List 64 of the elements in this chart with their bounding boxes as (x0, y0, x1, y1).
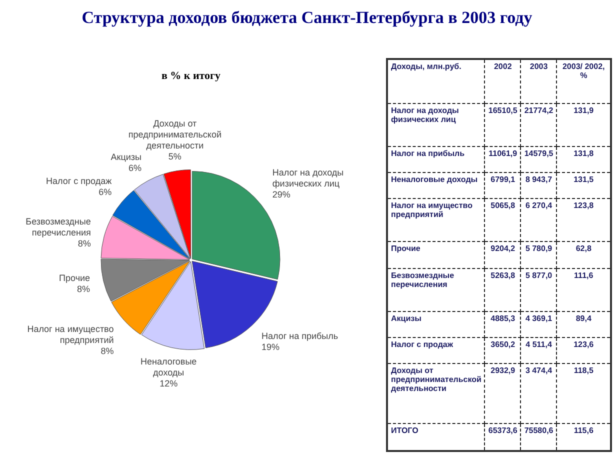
data-label: 9204,2 (484, 242, 521, 268)
data-label: 6% (98, 187, 112, 198)
data-label: 75580,6 (520, 424, 557, 451)
data-label: 16510,5 (484, 103, 521, 146)
data-label: 4 511,4 (520, 337, 557, 364)
data-label: 6799,1 (484, 172, 521, 199)
data-label: 5% (168, 151, 182, 162)
slice-label: Доходы от предпринимательской деятельности (128, 118, 222, 150)
data-label: 4885,3 (484, 311, 521, 338)
category-label: Неналоговые доходы (387, 172, 485, 199)
data-label: 62,8 (556, 242, 611, 268)
slice-label: Акцизы (110, 152, 142, 162)
data-label: 5 780,9 (520, 242, 557, 268)
data-label: 8% (78, 238, 91, 248)
data-label: 21774,2 (520, 103, 557, 146)
category-label: Акцизы (387, 311, 485, 338)
slice-label: Налог с продаж (46, 176, 112, 186)
slice-label: Прочие (59, 272, 90, 283)
slice-label: Неналоговые доходы (140, 356, 197, 378)
category-label: ИТОГО (387, 424, 485, 451)
data-label: 65373,6 (484, 424, 521, 451)
category-label: Налог на прибыль (387, 146, 485, 172)
category-label: Прочие (387, 242, 485, 268)
text: 2003/ 2002, % (556, 59, 611, 104)
data-label: 123,8 (556, 198, 611, 242)
slice-label: Налог на доходы физических лиц (272, 168, 344, 189)
slice-label: Безвозмездные перечисления (26, 216, 91, 238)
data-label: 5065,8 (484, 198, 521, 242)
data-label: 89,4 (556, 311, 611, 338)
text: 2002 (484, 59, 521, 104)
slice-label: Налог на прибыль (261, 331, 338, 342)
data-label: 131,5 (556, 172, 611, 199)
data-label: 2932,9 (484, 364, 521, 424)
category-label: Налог на имущество предприятий (387, 198, 485, 242)
data-label: 6 270,4 (520, 198, 557, 242)
data-label: 3650,2 (484, 337, 521, 364)
legend-title: Доходы, млн.руб. (387, 59, 485, 104)
data-label: 14579,5 (520, 146, 557, 172)
data-label: 5 877,0 (520, 268, 557, 312)
data-label: 123,6 (556, 337, 611, 364)
data-label: 12% (160, 378, 178, 388)
data-label: 4 369,1 (520, 311, 557, 338)
category-label: Безвозмездные перечисления (387, 268, 485, 312)
chart-title: Структура доходов бюджета Санкт-Петербурга в 2003 году (80, 8, 534, 28)
category-label: Доходы от предпринимательской деятельности (387, 364, 485, 424)
category-label: Налог с продаж (387, 337, 485, 364)
text: 2003 (520, 59, 557, 104)
category-label: Налог на доходы физических лиц (387, 103, 485, 146)
data-label: 6% (128, 162, 142, 173)
data-label: 8% (77, 284, 90, 294)
data-label: 111,6 (556, 268, 611, 312)
data-label: 115,6 (556, 424, 611, 451)
data-label: 3 474,4 (520, 364, 557, 424)
data-label: 19% (261, 342, 280, 352)
data-label: 8 943,7 (520, 172, 557, 199)
slice-label: Налог на имущество предприятий (27, 324, 114, 346)
data-label: 118,5 (556, 364, 611, 424)
data-label: 29% (272, 190, 290, 200)
data-label: 11061,9 (484, 146, 521, 172)
data-label: 8% (100, 346, 114, 356)
data-label: 131,9 (556, 103, 611, 146)
data-label: 131,8 (556, 146, 611, 172)
data-label: 5263,8 (484, 268, 521, 312)
chart-subtitle: в % к итогу (160, 70, 222, 82)
